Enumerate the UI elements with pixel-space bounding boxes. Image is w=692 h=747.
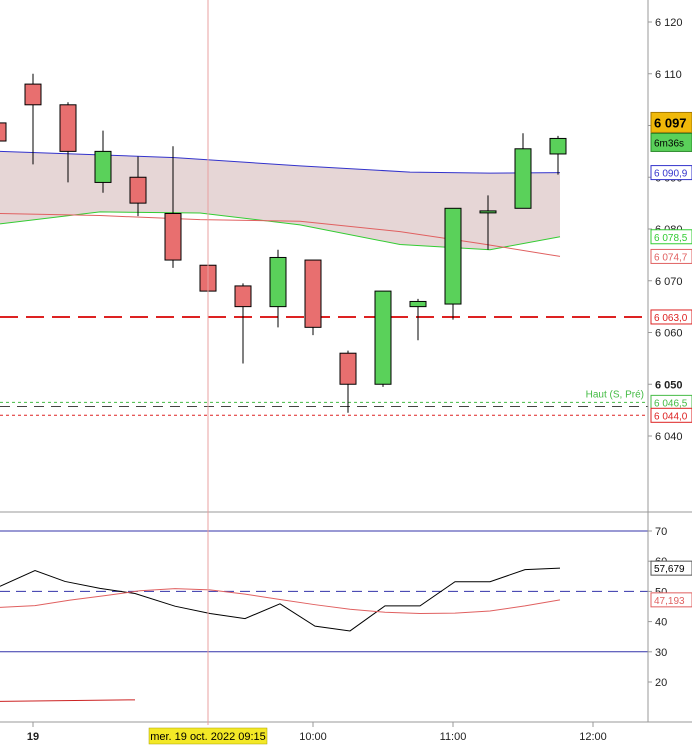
candle[interactable] <box>59 102 77 183</box>
candle-body <box>129 176 147 204</box>
candle-body <box>234 285 252 308</box>
level-caption: Haut (S, Pré) <box>586 389 644 400</box>
last-price-text: 6 097 <box>654 115 687 130</box>
candle[interactable] <box>339 350 357 413</box>
price-tick-label: 6 050 <box>655 379 683 391</box>
time-tick-label: 12:00 <box>579 731 607 743</box>
candle-body <box>269 256 287 308</box>
countdown-badge: 6m36s <box>650 132 692 152</box>
price-tag: 6 078,5 <box>650 229 692 245</box>
price-tag: 6 063,0 <box>650 309 692 325</box>
oscillator-tick-label: 30 <box>655 647 667 659</box>
price-tag-label: 6 078,5 <box>654 233 688 244</box>
time-tick-label: 10:00 <box>299 731 327 743</box>
oscillator-tick-label: 40 <box>655 617 667 629</box>
oscillator-line <box>0 567 561 632</box>
price-tag: 6 074,7 <box>650 248 692 264</box>
price-tag-label: 47,193 <box>654 596 685 607</box>
candle[interactable] <box>164 146 182 268</box>
price-tick-label: 6 110 <box>655 69 682 81</box>
candle-body <box>374 290 392 385</box>
time-tick-label: 11:00 <box>440 731 467 743</box>
candle[interactable] <box>409 298 427 341</box>
price-tag-label: 6 074,7 <box>654 252 688 263</box>
candle[interactable] <box>269 249 287 328</box>
candle-body <box>0 122 7 142</box>
candle-body <box>444 207 462 305</box>
candle[interactable] <box>514 133 532 209</box>
candle[interactable] <box>304 259 322 336</box>
crosshair-date-label: mer. 19 oct. 2022 09:15 <box>148 727 268 745</box>
candle-body <box>479 210 497 214</box>
price-tick-label: 6 120 <box>655 17 683 29</box>
candle[interactable] <box>374 290 392 387</box>
price-tag-label: 6 044,0 <box>654 411 688 422</box>
candle[interactable] <box>234 283 252 364</box>
candle-body <box>304 259 322 328</box>
candle[interactable] <box>549 135 567 175</box>
candle-body <box>409 300 427 308</box>
last-price-badge: 6 097 <box>650 111 692 133</box>
candle-body <box>164 212 182 261</box>
moving-average-band <box>0 151 560 250</box>
price-tick-label: 6 070 <box>655 276 683 288</box>
candle-body <box>514 148 532 209</box>
countdown-text: 6m36s <box>654 138 684 149</box>
candle-body <box>24 83 42 106</box>
candle-body <box>339 352 357 385</box>
oscillator-tick-label: 20 <box>655 677 667 689</box>
crosshair-date-text: mer. 19 oct. 2022 09:15 <box>150 731 266 743</box>
candle[interactable] <box>24 73 42 165</box>
moving-average-line <box>0 212 561 257</box>
oscillator-line <box>0 699 136 702</box>
candle[interactable] <box>479 195 497 250</box>
price-tick-label: 6 060 <box>655 328 683 340</box>
moving-average-line <box>0 211 561 251</box>
price-tag: 47,193 <box>650 592 692 608</box>
candle[interactable] <box>129 156 147 217</box>
oscillator-line <box>0 588 561 614</box>
candle-body <box>94 150 112 183</box>
candle[interactable] <box>0 105 7 162</box>
price-tag: 57,679 <box>650 560 692 576</box>
candle-body <box>59 104 77 152</box>
price-tag-label: 6 046,5 <box>654 398 688 409</box>
moving-average-line <box>0 150 561 174</box>
candle[interactable] <box>94 130 112 193</box>
price-tick-label: 6 040 <box>655 431 683 443</box>
time-tick-label: 19 <box>27 731 39 743</box>
price-tag: 6 044,0 <box>650 407 692 423</box>
price-tag-label: 6 063,0 <box>654 313 688 324</box>
candle-body <box>549 137 567 155</box>
price-tag: 6 046,5 <box>650 394 692 410</box>
price-tag-label: 6 090,9 <box>654 169 688 180</box>
price-tag: 6 090,9 <box>650 165 692 181</box>
oscillator-tick-label: 70 <box>655 526 667 538</box>
candle[interactable] <box>444 207 462 320</box>
price-tag-label: 57,679 <box>654 564 685 575</box>
